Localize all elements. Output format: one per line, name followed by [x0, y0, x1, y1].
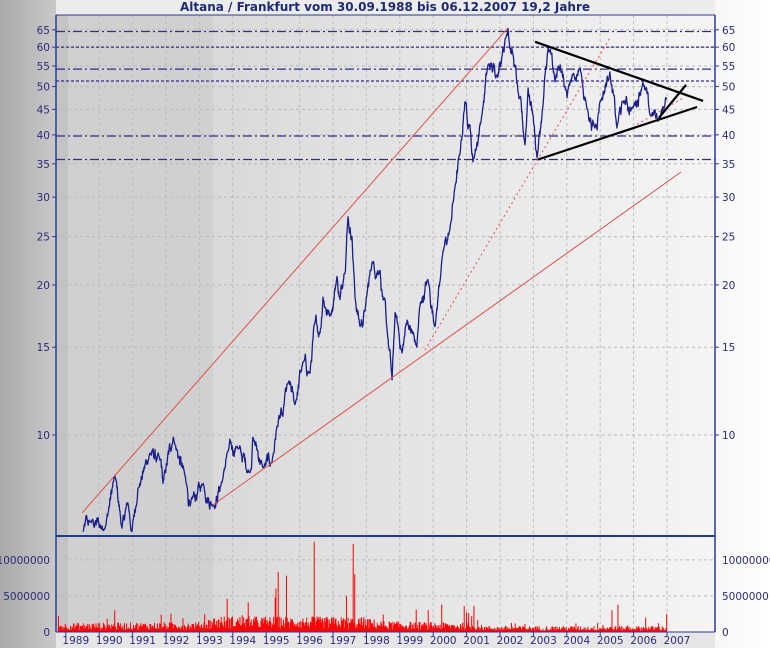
y-tick-label-left: 50 — [37, 82, 50, 94]
trend-line — [658, 84, 687, 119]
trend-lines — [81, 27, 704, 514]
y-tick-label-right: 20 — [722, 280, 735, 292]
y-tick-label-right: 65 — [722, 25, 735, 37]
y-tick-label-left: 30 — [37, 192, 50, 204]
trend-line — [534, 40, 704, 102]
volume-tick-label-left: 0 — [43, 627, 50, 639]
trend-line — [424, 37, 611, 351]
volume-tick-label-right: 10000000 — [722, 555, 770, 567]
title-background — [56, 0, 715, 15]
x-tick-label: 2007 — [664, 635, 691, 647]
y-tick-label-left: 35 — [37, 159, 50, 171]
x-tick-label: 2000 — [430, 635, 457, 647]
y-tick-label-left: 55 — [37, 61, 50, 73]
y-tick-label-left: 10 — [37, 430, 50, 442]
y-tick-label-left: 20 — [37, 280, 50, 292]
y-tick-label-right: 30 — [722, 192, 735, 204]
volume-tick-label-left: 10000000 — [0, 555, 50, 567]
y-tick-label-left: 15 — [37, 342, 50, 354]
price-series — [82, 27, 667, 533]
x-tick-label: 2006 — [630, 635, 657, 647]
y-tick-label-left: 60 — [37, 42, 50, 54]
x-tick-label: 2002 — [497, 635, 524, 647]
y-tick-label-right: 60 — [722, 42, 735, 54]
volume-tick-label-right: 5000000 — [722, 591, 769, 603]
right-margin-background — [715, 0, 770, 648]
x-tick-label: 1997 — [330, 635, 357, 647]
x-tick-label: 1992 — [163, 635, 190, 647]
y-tick-label-left: 25 — [37, 232, 50, 244]
y-tick-label-right: 10 — [722, 430, 735, 442]
x-tick-label: 1999 — [396, 635, 423, 647]
y-tick-label-left: 45 — [37, 104, 50, 116]
x-tick-label: 1993 — [196, 635, 223, 647]
x-tick-label: 1989 — [62, 635, 89, 647]
x-tick-label: 1996 — [296, 635, 323, 647]
x-tick-label: 1998 — [363, 635, 390, 647]
x-tick-label: 2004 — [563, 635, 590, 647]
trend-line — [636, 97, 684, 125]
y-tick-label-left: 65 — [37, 25, 50, 37]
x-tick-label: 1991 — [129, 635, 156, 647]
grid — [56, 15, 715, 632]
x-tick-label: 2005 — [597, 635, 624, 647]
volume-tick-label-right: 0 — [722, 627, 729, 639]
x-axis-background — [56, 632, 715, 648]
volume-tick-label-left: 5000000 — [3, 591, 50, 603]
axes — [52, 14, 719, 636]
y-tick-label-right: 55 — [722, 61, 735, 73]
x-tick-label: 1995 — [263, 635, 290, 647]
plot-band-1 — [56, 15, 68, 632]
trend-line — [537, 105, 698, 161]
chart-title: Altana / Frankfurt vom 30.09.1988 bis 06… — [180, 0, 590, 14]
trend-line — [212, 171, 682, 506]
y-tick-label-left: 40 — [37, 130, 50, 142]
y-tick-label-right: 15 — [722, 342, 735, 354]
tick-labels: 10 10 15 15 20 20 25 25 30 30 35 35 40 40 45 45 50 50 55 55… — [0, 25, 770, 647]
left-margin-background — [0, 0, 56, 648]
y-tick-label-right: 40 — [722, 130, 735, 142]
y-tick-label-right: 35 — [722, 159, 735, 171]
x-tick-label: 1990 — [96, 635, 123, 647]
y-tick-label-right: 45 — [722, 104, 735, 116]
plot-band-2 — [68, 15, 213, 632]
y-tick-label-right: 50 — [722, 82, 735, 94]
x-tick-label: 2001 — [463, 635, 490, 647]
x-tick-label: 2003 — [530, 635, 557, 647]
x-tick-label: 1994 — [229, 635, 256, 647]
trend-line — [81, 27, 509, 514]
y-tick-label-right: 25 — [722, 232, 735, 244]
price-line — [82, 27, 667, 533]
volume-bars — [57, 541, 668, 632]
level-lines — [56, 30, 715, 161]
